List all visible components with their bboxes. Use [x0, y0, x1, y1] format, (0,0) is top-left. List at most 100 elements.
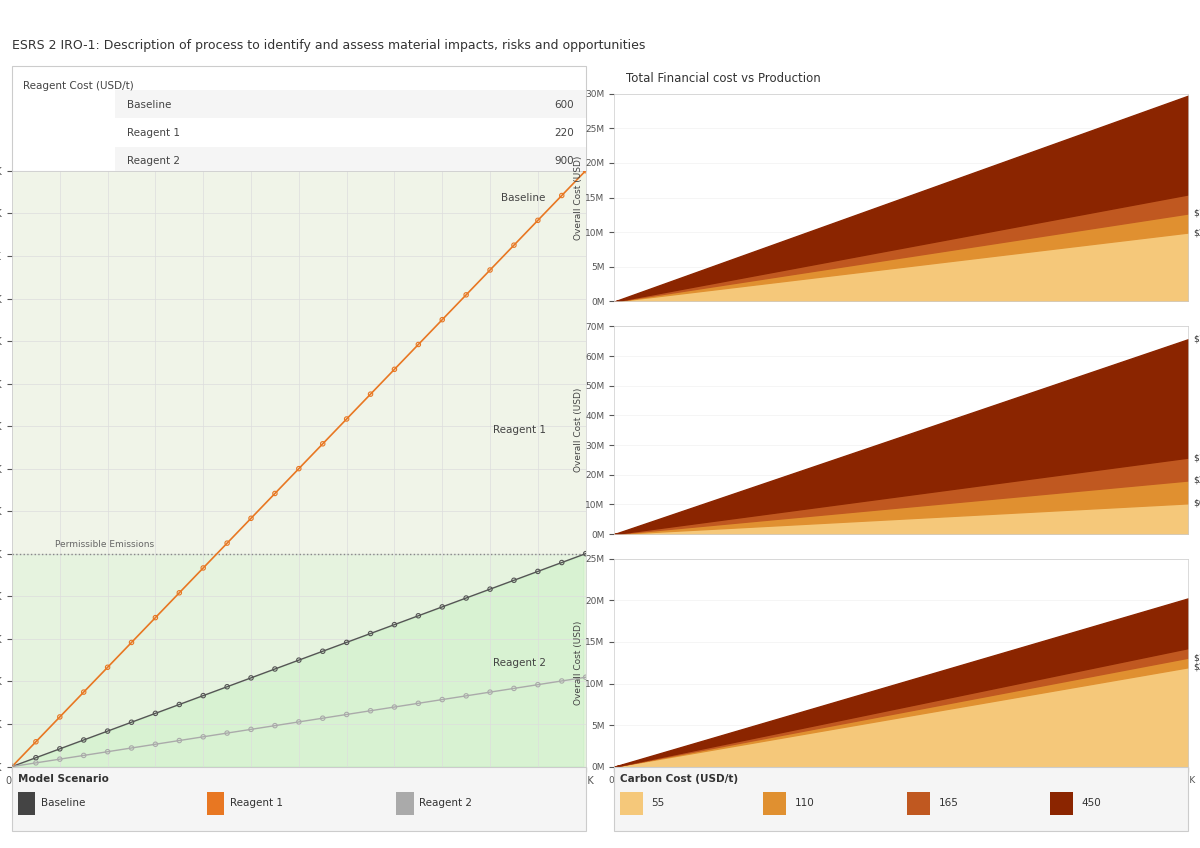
Point [576, 671, 595, 684]
Point [265, 487, 284, 500]
Text: $63.0M: $63.0M [1193, 499, 1200, 508]
Point [50, 742, 70, 756]
Text: $14.5M: $14.5M [1193, 653, 1200, 662]
Point [504, 238, 523, 252]
Text: 600: 600 [554, 99, 574, 109]
Point [289, 462, 308, 476]
Point [361, 704, 380, 717]
Point [313, 437, 332, 450]
Point [2, 760, 22, 773]
Y-axis label: Overall Cost (USD): Overall Cost (USD) [574, 621, 582, 705]
Point [217, 680, 236, 694]
Point [385, 363, 404, 377]
Point [433, 313, 452, 326]
Point [193, 730, 212, 744]
Point [504, 682, 523, 695]
Point [169, 586, 188, 600]
Bar [208, 792, 224, 815]
Bar [1050, 792, 1073, 815]
Text: $10.1M: $10.1M [1193, 335, 1200, 343]
Point [169, 698, 188, 711]
Point [409, 609, 428, 622]
Point [456, 689, 475, 703]
Y-axis label: Overall Cost (USD): Overall Cost (USD) [574, 155, 582, 240]
Text: 450: 450 [1082, 798, 1102, 808]
Point [50, 752, 70, 766]
Point [456, 591, 475, 605]
Point [480, 583, 499, 596]
Bar [620, 792, 643, 815]
Point [26, 735, 46, 749]
Text: $29.5M: $29.5M [1193, 228, 1200, 237]
Point [122, 716, 142, 729]
Point [385, 618, 404, 632]
Text: Reagent 2: Reagent 2 [127, 156, 180, 166]
Point [74, 685, 94, 699]
Text: 900: 900 [554, 156, 574, 166]
Point [337, 412, 356, 426]
Point [146, 611, 166, 624]
Point [433, 600, 452, 614]
Point [552, 674, 571, 688]
X-axis label: Product Mass (t): Product Mass (t) [859, 791, 943, 801]
Point [122, 636, 142, 650]
Point [265, 662, 284, 676]
Point [313, 644, 332, 658]
Text: Reagent 2: Reagent 2 [492, 658, 546, 667]
Text: Baseline: Baseline [41, 798, 85, 808]
Text: 165: 165 [938, 798, 959, 808]
Point [361, 388, 380, 401]
Text: Model Scenario: Model Scenario [18, 774, 109, 784]
Point [313, 711, 332, 725]
Point [289, 653, 308, 667]
Point [576, 164, 595, 177]
Point [98, 745, 118, 758]
Point [50, 710, 70, 723]
Text: 220: 220 [554, 128, 574, 138]
Bar [115, 147, 586, 175]
Text: Reagent Cost (USD/t): Reagent Cost (USD/t) [24, 81, 134, 92]
Point [552, 555, 571, 569]
Point [169, 734, 188, 747]
Text: $24.8M: $24.8M [1193, 476, 1200, 485]
X-axis label: Product Mass (t): Product Mass (t) [253, 792, 344, 802]
Point [480, 685, 499, 699]
Point [361, 627, 380, 640]
Point [98, 661, 118, 674]
Point [193, 689, 212, 702]
Point [456, 288, 475, 302]
Point [409, 338, 428, 351]
Point [217, 726, 236, 739]
Text: Baseline: Baseline [502, 192, 546, 203]
Y-axis label: Overall Cost (USD): Overall Cost (USD) [574, 388, 582, 472]
Point [2, 760, 22, 773]
Point [241, 671, 260, 684]
Point [337, 708, 356, 722]
Text: $17.4M: $17.4M [1193, 453, 1200, 462]
Text: Baseline: Baseline [127, 99, 172, 109]
Point [528, 678, 547, 691]
Point [337, 636, 356, 650]
Text: Reagent 1: Reagent 1 [127, 128, 180, 138]
Point [122, 741, 142, 755]
Text: Carbon Cost (USD/t): Carbon Cost (USD/t) [620, 774, 738, 784]
Point [241, 722, 260, 736]
Point [74, 749, 94, 762]
Text: $20.6M: $20.6M [1193, 663, 1200, 672]
Point [98, 724, 118, 738]
Point [265, 719, 284, 733]
Text: ESRS 2 IRO-1: Description of process to identify and assess material impacts, ri: ESRS 2 IRO-1: Description of process to … [12, 39, 646, 52]
Point [504, 573, 523, 587]
Text: Permissible Emissions: Permissible Emissions [55, 540, 154, 550]
Point [289, 715, 308, 728]
Text: Reagent 1: Reagent 1 [230, 798, 283, 808]
Text: $15.4M: $15.4M [1193, 209, 1200, 218]
Text: Reagent 1: Reagent 1 [492, 425, 546, 435]
Point [528, 565, 547, 578]
Bar [396, 792, 414, 815]
Point [409, 696, 428, 710]
Point [26, 751, 46, 765]
Point [74, 734, 94, 747]
Point [2, 760, 22, 773]
Point [528, 214, 547, 227]
